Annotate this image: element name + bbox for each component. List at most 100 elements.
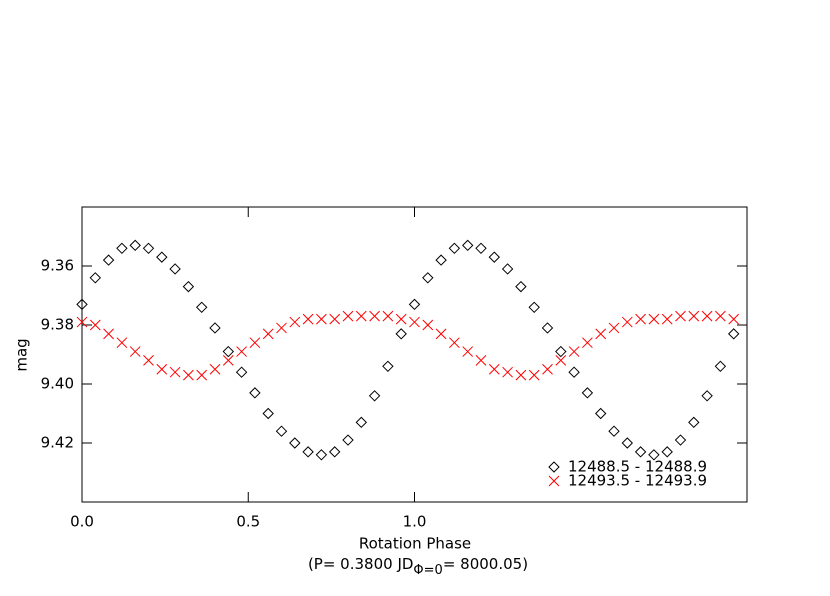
x-tick-label: 0.0 — [70, 513, 94, 531]
diamond-point — [222, 345, 235, 358]
cross-point — [555, 355, 567, 366]
cross-point — [548, 475, 560, 487]
diamond-point — [688, 416, 700, 429]
cross-point — [329, 313, 341, 325]
diamond-point — [461, 239, 474, 252]
diamond-point — [568, 366, 580, 378]
diamond-point — [701, 390, 713, 402]
x-tick-label: 0.5 — [236, 513, 260, 531]
diamond-point — [408, 298, 421, 311]
diamond-point — [289, 437, 301, 449]
diamond-point — [501, 263, 514, 275]
diamond-point — [342, 434, 354, 446]
diamond-point — [275, 425, 288, 437]
diamond-point — [515, 280, 527, 293]
diamond-point — [355, 416, 368, 429]
cross-point — [621, 316, 633, 328]
diamond-point — [594, 407, 607, 420]
diamond-point — [634, 446, 647, 458]
cross-point — [582, 337, 593, 349]
cross-point — [395, 313, 407, 325]
cross-point — [89, 319, 101, 331]
diamond-point — [674, 434, 687, 446]
diamond-point — [328, 446, 341, 458]
cross-point — [449, 337, 460, 349]
cross-point — [635, 313, 646, 325]
diamond-point — [555, 345, 567, 358]
cross-point — [169, 366, 181, 378]
cross-point — [236, 346, 247, 357]
note-suffix: = 8000.05) — [443, 555, 528, 573]
cross-point — [355, 310, 367, 322]
diamond-point — [116, 242, 128, 255]
cross-point — [542, 363, 553, 375]
diamond-point — [581, 387, 594, 399]
x-axis-label: Rotation Phase — [359, 535, 471, 553]
cross-point — [222, 355, 234, 366]
cross-point — [103, 328, 114, 340]
cross-point — [316, 313, 327, 325]
cross-point — [129, 346, 141, 357]
cross-point — [369, 310, 380, 322]
diamond-point — [102, 254, 115, 266]
cross-point — [488, 363, 500, 375]
diamond-point — [235, 366, 248, 378]
diamond-point — [528, 301, 540, 314]
diamond-point — [435, 254, 447, 266]
diamond-point — [448, 242, 461, 255]
note-prefix: (P= 0.3800 JD — [308, 555, 413, 573]
diamond-point — [541, 322, 554, 334]
diamond-point — [648, 449, 660, 461]
diamond-point — [182, 280, 195, 293]
cross-point — [661, 313, 673, 325]
diamond-point — [315, 449, 328, 461]
diamond-point — [548, 461, 560, 473]
cross-point — [289, 316, 301, 328]
cross-point — [688, 310, 700, 322]
diamond-point — [129, 239, 141, 252]
cross-point — [276, 322, 287, 334]
legend-label: 12488.5 - 12488.9 — [568, 458, 707, 476]
y-tick-label: 9.36 — [41, 257, 74, 275]
diamond-point — [608, 425, 620, 437]
legend-label: 12493.5 - 12493.9 — [568, 472, 707, 490]
diamond-point — [169, 263, 181, 275]
cross-point — [568, 346, 580, 357]
cross-point — [76, 316, 88, 328]
cross-point — [528, 369, 540, 381]
cross-point — [462, 346, 474, 357]
y-tick-label: 9.38 — [41, 316, 74, 334]
cross-point — [342, 310, 354, 322]
y-tick-label: 9.42 — [41, 434, 74, 452]
diamond-point — [249, 387, 261, 399]
diamond-point — [262, 407, 274, 420]
diamond-point — [302, 446, 314, 458]
cross-point — [143, 355, 154, 366]
y-tick-label: 9.40 — [41, 375, 74, 393]
x-axis-note: (P= 0.3800 JDΦ=0= 8000.05) — [308, 555, 528, 578]
diamond-point — [195, 301, 208, 314]
cross-point — [715, 310, 726, 322]
cross-point — [595, 328, 607, 340]
diamond-point — [661, 446, 673, 458]
y-axis-label: mag — [13, 338, 31, 371]
diamond-point — [142, 242, 155, 255]
cross-point — [422, 319, 434, 331]
cross-point — [183, 369, 194, 381]
x-tick-label: 1.0 — [403, 513, 427, 531]
diamond-point — [89, 272, 102, 284]
diamond-point — [76, 298, 88, 311]
cross-point — [728, 313, 740, 325]
diamond-point — [209, 322, 221, 334]
diamond-point — [475, 242, 487, 255]
cross-point — [475, 355, 487, 366]
note-subscript: Φ=0 — [413, 563, 442, 578]
cross-point — [302, 313, 314, 325]
cross-point — [249, 337, 261, 349]
diamond-point — [156, 251, 168, 263]
diamond-point — [382, 360, 394, 373]
diamond-point — [727, 328, 740, 340]
cross-point — [196, 369, 208, 381]
